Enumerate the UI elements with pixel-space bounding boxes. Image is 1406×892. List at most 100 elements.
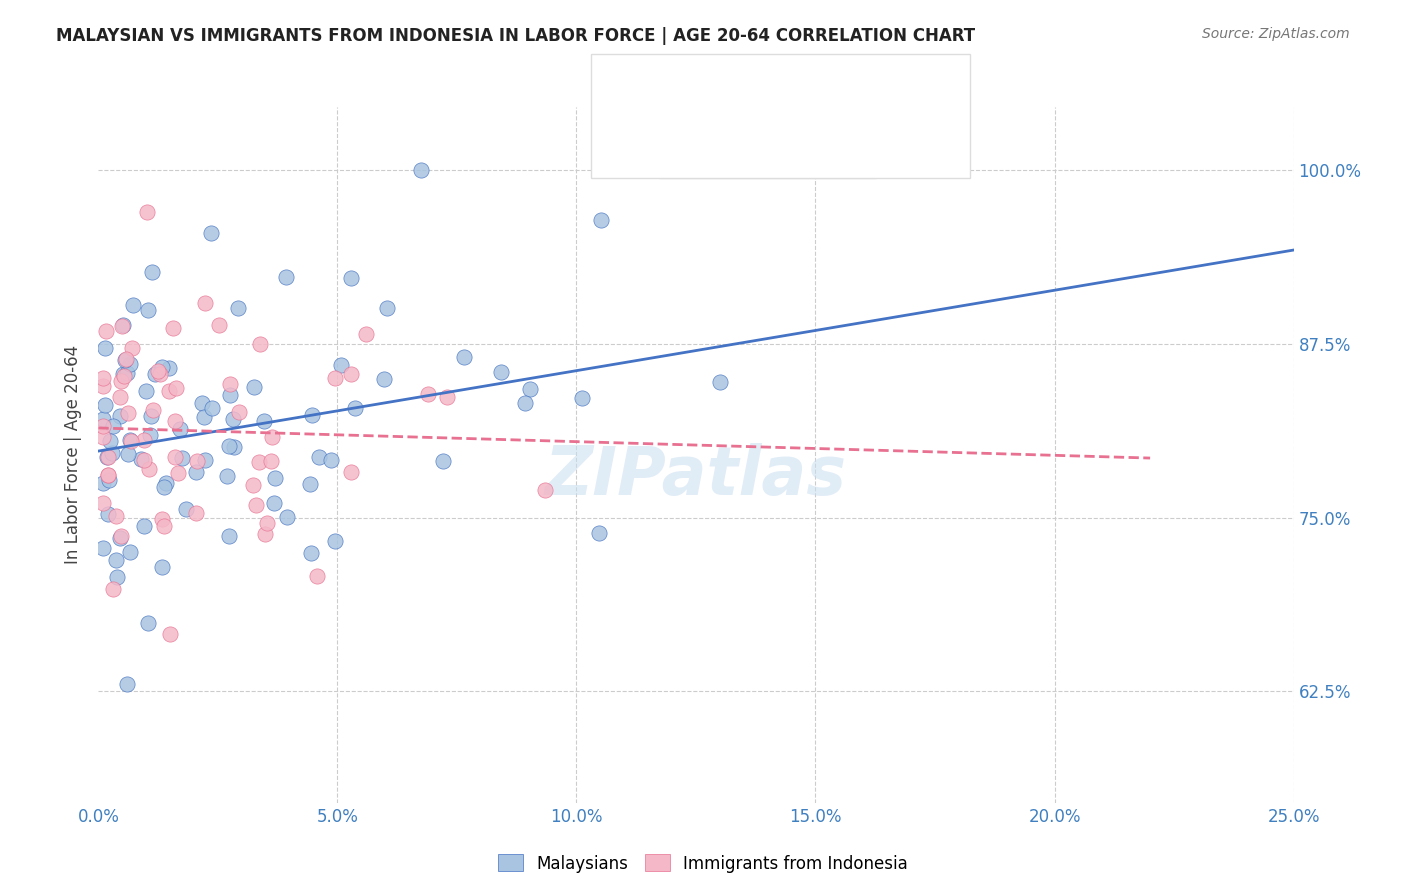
Point bbox=[91, 371, 114, 385]
Point bbox=[96, 450, 118, 465]
Point bbox=[121, 434, 143, 449]
Point bbox=[94, 324, 117, 338]
Point bbox=[165, 381, 187, 395]
Point bbox=[218, 376, 240, 391]
Point bbox=[208, 318, 231, 333]
Point bbox=[165, 414, 187, 428]
Point bbox=[135, 384, 157, 398]
Point bbox=[157, 360, 180, 375]
Point bbox=[98, 473, 121, 487]
Point bbox=[170, 451, 193, 466]
Point bbox=[191, 396, 214, 410]
Point bbox=[354, 326, 377, 341]
Point bbox=[243, 380, 266, 394]
Point bbox=[110, 374, 132, 388]
Text: Source: ZipAtlas.com: Source: ZipAtlas.com bbox=[1202, 27, 1350, 41]
Text: ZIPatlas: ZIPatlas bbox=[546, 442, 846, 508]
Point bbox=[97, 507, 120, 521]
Point bbox=[117, 366, 139, 380]
Point bbox=[194, 452, 217, 467]
Point bbox=[588, 525, 610, 540]
Point bbox=[329, 358, 352, 372]
Point bbox=[105, 553, 128, 567]
Legend: R =  0.099   N = 82, R = -0.038   N = 58: R = 0.099 N = 82, R = -0.038 N = 58 bbox=[657, 115, 879, 178]
Text: MALAYSIAN VS IMMIGRANTS FROM INDONESIA IN LABOR FORCE | AGE 20-64 CORRELATION CH: MALAYSIAN VS IMMIGRANTS FROM INDONESIA I… bbox=[56, 27, 976, 45]
Point bbox=[152, 512, 174, 526]
Point bbox=[489, 365, 512, 379]
Point bbox=[108, 409, 131, 424]
Point bbox=[139, 409, 162, 423]
Point bbox=[143, 367, 166, 381]
Point bbox=[264, 471, 287, 485]
Point bbox=[159, 384, 181, 399]
Point bbox=[103, 582, 125, 596]
Point bbox=[135, 205, 157, 219]
Point bbox=[110, 529, 132, 543]
Point bbox=[340, 367, 363, 381]
Point bbox=[112, 369, 135, 384]
Point bbox=[249, 337, 271, 351]
Point bbox=[301, 408, 323, 422]
Point bbox=[163, 450, 186, 465]
Point bbox=[519, 382, 541, 396]
Point bbox=[117, 447, 139, 461]
Point bbox=[432, 454, 454, 468]
Point bbox=[263, 496, 285, 510]
Point bbox=[174, 502, 197, 516]
Point bbox=[132, 519, 155, 533]
Point bbox=[200, 227, 222, 241]
Point bbox=[184, 507, 207, 521]
Point bbox=[153, 480, 176, 494]
Point bbox=[121, 341, 143, 355]
Point bbox=[709, 376, 731, 390]
Point bbox=[142, 403, 165, 417]
Point bbox=[149, 368, 172, 382]
Point bbox=[104, 509, 127, 524]
Point bbox=[120, 357, 142, 371]
Legend: Malaysians, Immigrants from Indonesia: Malaysians, Immigrants from Indonesia bbox=[491, 847, 915, 880]
Point bbox=[139, 428, 162, 442]
Point bbox=[571, 391, 593, 405]
Point bbox=[150, 359, 173, 374]
Point bbox=[219, 388, 242, 402]
Point bbox=[91, 430, 114, 444]
Point bbox=[111, 318, 134, 333]
Point bbox=[228, 405, 250, 419]
Point bbox=[221, 411, 243, 425]
Point bbox=[132, 433, 155, 447]
Point bbox=[105, 570, 128, 584]
Point bbox=[100, 446, 122, 460]
Point bbox=[120, 434, 142, 448]
Point bbox=[411, 162, 433, 177]
Point bbox=[254, 527, 277, 541]
Point bbox=[91, 541, 114, 555]
Point bbox=[94, 398, 117, 412]
Y-axis label: In Labor Force | Age 20-64: In Labor Force | Age 20-64 bbox=[65, 345, 83, 565]
Point bbox=[245, 498, 267, 512]
Point bbox=[186, 453, 208, 467]
Point bbox=[111, 368, 134, 382]
Point bbox=[131, 452, 153, 467]
Point bbox=[94, 341, 117, 355]
Point bbox=[340, 466, 363, 480]
Point bbox=[453, 350, 475, 364]
Point bbox=[141, 265, 163, 279]
Point bbox=[193, 410, 215, 425]
Point bbox=[224, 440, 246, 454]
Point bbox=[319, 453, 342, 467]
Point bbox=[169, 422, 191, 436]
Point bbox=[98, 434, 121, 449]
Point bbox=[534, 483, 557, 498]
Point bbox=[91, 379, 114, 393]
Point bbox=[323, 371, 346, 385]
Point bbox=[132, 452, 155, 467]
Point bbox=[115, 351, 138, 366]
Point bbox=[97, 468, 120, 483]
Point bbox=[217, 469, 239, 483]
Point bbox=[218, 438, 240, 452]
Point bbox=[155, 476, 177, 491]
Point bbox=[418, 387, 440, 401]
Point bbox=[136, 302, 159, 317]
Point bbox=[375, 301, 398, 315]
Point bbox=[274, 270, 297, 285]
